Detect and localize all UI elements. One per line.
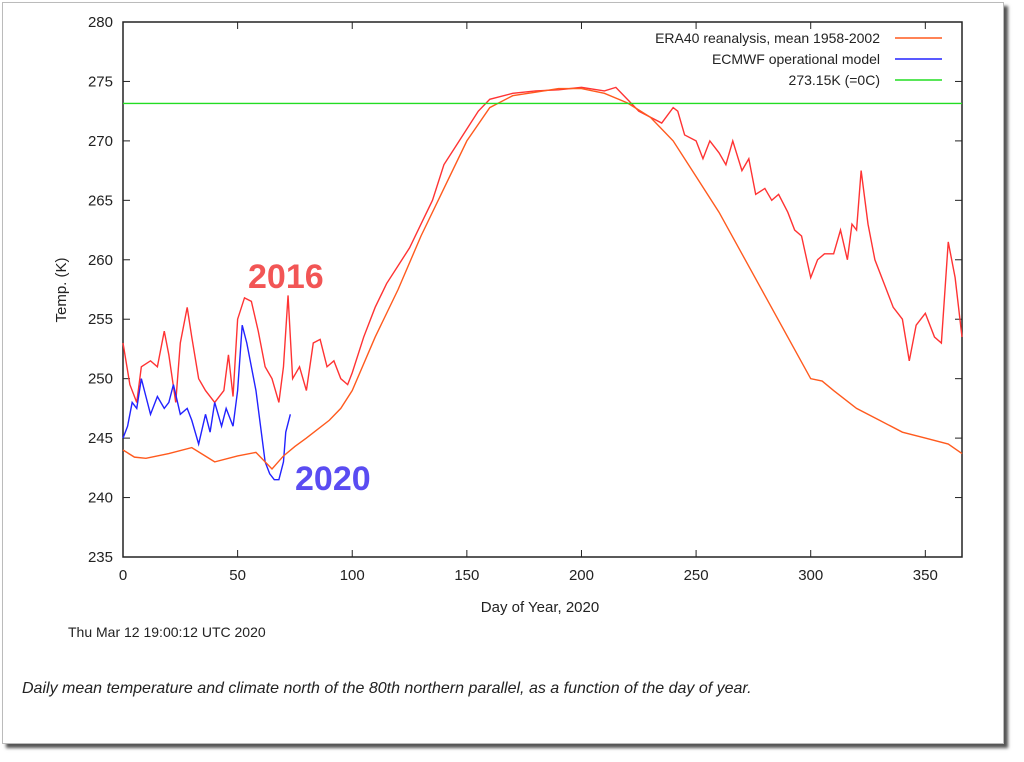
y-tick-label: 260 xyxy=(88,252,113,269)
y-tick-label: 280 xyxy=(88,14,113,31)
series-line-era40-reanalysis-mean-1958-2002 xyxy=(122,87,963,471)
figure-frame xyxy=(2,2,1004,744)
y-tick-label: 255 xyxy=(88,311,113,328)
x-axis-label: Day of Year, 2020 xyxy=(481,599,599,616)
x-tick-label: 150 xyxy=(454,567,479,584)
x-tick-label: 0 xyxy=(119,567,127,584)
series-line-2016 xyxy=(122,86,963,404)
timestamp: Thu Mar 12 19:00:12 UTC 2020 xyxy=(68,624,266,640)
y-tick-label: 245 xyxy=(88,430,113,447)
y-tick-label: 235 xyxy=(88,549,113,566)
y-axis-label: Temp. (K) xyxy=(53,257,70,322)
x-tick-label: 300 xyxy=(798,567,823,584)
legend-label: ERA40 reanalysis, mean 1958-2002 xyxy=(655,30,880,46)
series-line-ecmwf-operational-model xyxy=(122,324,292,481)
y-tick-label: 270 xyxy=(88,133,113,150)
figure-caption: Daily mean temperature and climate north… xyxy=(22,680,752,697)
legend-label: 273.15K (=0C) xyxy=(789,72,880,88)
annotation-2016: 2016 xyxy=(248,258,324,296)
legend-label: ECMWF operational model xyxy=(712,51,880,67)
y-tick-label: 275 xyxy=(88,73,113,90)
x-tick-label: 250 xyxy=(684,567,709,584)
y-tick-label: 250 xyxy=(88,371,113,388)
y-tick-label: 240 xyxy=(88,490,113,507)
x-tick-label: 100 xyxy=(340,567,365,584)
x-tick-label: 200 xyxy=(569,567,594,584)
plot-border xyxy=(122,21,963,558)
x-tick-label: 350 xyxy=(913,567,938,584)
annotation-2020: 2020 xyxy=(295,460,371,498)
x-tick-label: 50 xyxy=(229,567,246,584)
y-tick-label: 265 xyxy=(88,192,113,209)
